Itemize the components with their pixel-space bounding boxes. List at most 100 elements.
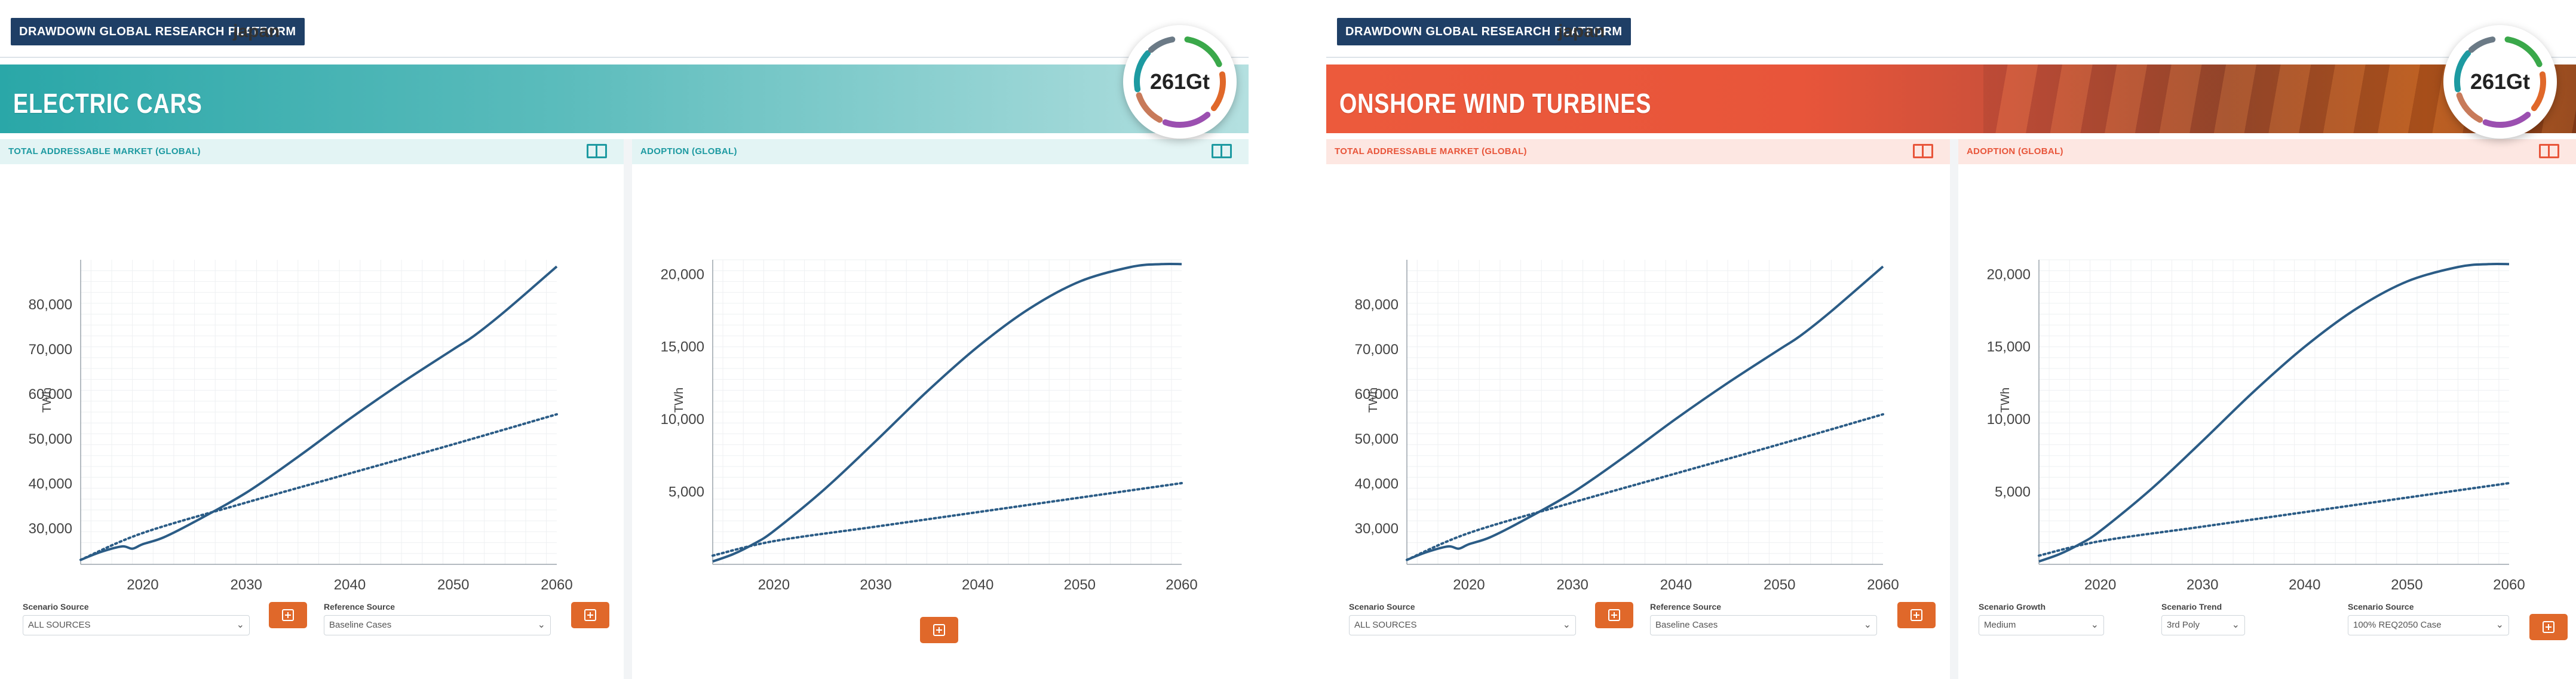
progress-ring-icon	[1133, 35, 1226, 128]
x-tick-label: 2040	[334, 577, 366, 593]
emissions-badge[interactable]: 261Gt	[1123, 25, 1237, 139]
chevron-down-icon: ⌄	[2090, 620, 2099, 630]
x-tick-label: 2050	[437, 577, 469, 593]
top-divider	[1326, 57, 2576, 58]
panel-gap	[1249, 0, 1326, 679]
card-adoption: ADOPTION (GLOBAL) 2020 2030 2040 2050 2060 5,…	[1958, 139, 2576, 679]
card-header: ADOPTION (GLOBAL)	[1958, 139, 2576, 164]
series-line-dotted	[79, 413, 558, 561]
plus-square-icon	[1608, 609, 1620, 621]
card-adoption: ADOPTION (GLOBAL) 2020 2030 2040 2050 2060 5,…	[632, 139, 1249, 679]
y-tick-label: 20,000	[661, 266, 704, 282]
y-tick-label: 10,000	[1987, 411, 2031, 428]
y-tick-label: 15,000	[1987, 339, 2031, 355]
add-scenario-source-button[interactable]	[269, 602, 307, 628]
plus-square-icon	[584, 609, 596, 621]
add-reference-source-button[interactable]	[571, 602, 609, 628]
y-tick-label: 80,000	[1355, 297, 1399, 313]
y-tick-label: 15,000	[661, 339, 704, 355]
y-tick-label: 30,000	[29, 521, 72, 537]
y-tick-label: 40,000	[29, 476, 72, 492]
brand-logo[interactable]: DRAWDOWN GLOBAL RESEARCH PLATFORM	[1337, 18, 1631, 45]
add-scenario-button[interactable]	[2529, 614, 2568, 640]
series-line-dotted	[2038, 482, 2510, 557]
x-tick-label: 2030	[1557, 577, 1588, 593]
x-tick-label: 2040	[2289, 577, 2320, 593]
series-line-dotted	[712, 482, 1183, 557]
card-divider	[624, 139, 632, 679]
y-tick-label: 5,000	[668, 484, 704, 500]
grid	[713, 259, 1182, 565]
card-title: TOTAL ADDRESSABLE MARKET (GLOBAL)	[8, 146, 201, 156]
top-divider	[0, 57, 1249, 58]
badge-value: 261Gt	[2470, 69, 2531, 94]
tam-chart-svg: 2020 2030 2040 2050 2060 30,000 40,000 50,000 60…	[1355, 260, 1899, 593]
scenario-growth-value: Medium	[1984, 620, 2016, 630]
x-tick-label: 2050	[1764, 577, 1795, 593]
x-tick-label: 2060	[541, 577, 572, 593]
scenario-growth-select[interactable]: Medium ⌄	[1979, 615, 2104, 635]
add-adoption-button[interactable]	[920, 617, 958, 643]
y-tick-label: 10,000	[661, 411, 704, 428]
adoption-chart-svg: 2020 2030 2040 2050 2060 5,000 10,000 15,000 20,…	[661, 259, 1198, 593]
expand-icon[interactable]	[2539, 144, 2559, 158]
y-tick-label: 20,000	[1987, 266, 2031, 282]
series-line-solid	[80, 265, 558, 561]
scenario-source-value: 100% REQ2050 Case	[2353, 620, 2442, 630]
x-tick-label: 2020	[2084, 577, 2116, 593]
scenario-source-value: ALL SOURCES	[28, 620, 91, 630]
add-reference-source-button[interactable]	[1897, 602, 1936, 628]
badge-value: 261Gt	[1149, 69, 1210, 94]
solution-banner: ELECTRIC CARS	[0, 64, 1249, 133]
reference-source-label: Reference Source	[324, 602, 395, 612]
top-bar: DRAWDOWN GLOBAL RESEARCH PLATFORM japan	[1326, 0, 2576, 63]
grid	[1407, 260, 1883, 565]
solution-title: ELECTRIC CARS	[13, 88, 203, 119]
x-tick-label: 2020	[1453, 577, 1485, 593]
grid	[81, 260, 557, 565]
x-tick-label: 2030	[860, 577, 891, 593]
series-line-solid	[2038, 262, 2510, 563]
card-header: ADOPTION (GLOBAL)	[632, 139, 1249, 164]
x-tick-label: 2020	[127, 577, 158, 593]
scenario-source-label: Scenario Source	[1349, 602, 1415, 612]
y-tick-label: 30,000	[1355, 521, 1399, 537]
expand-icon[interactable]	[1913, 144, 1933, 158]
emissions-badge[interactable]: 261Gt	[2443, 25, 2557, 139]
solution-title: ONSHORE WIND TURBINES	[1339, 88, 1652, 119]
plus-square-icon	[1910, 609, 1922, 621]
y-tick-label: 50,000	[1355, 431, 1399, 447]
add-scenario-source-button[interactable]	[1595, 602, 1633, 628]
card-tam: TOTAL ADDRESSABLE MARKET (GLOBAL) 2020 20…	[1326, 139, 1950, 679]
x-tick-label: 2020	[758, 577, 790, 593]
scenario-trend-select[interactable]: 3rd Poly ⌄	[2161, 615, 2245, 635]
region-label: japan	[233, 21, 280, 41]
chevron-down-icon: ⌄	[537, 620, 545, 630]
plus-square-icon	[282, 609, 294, 621]
x-tick-label: 2040	[1660, 577, 1692, 593]
reference-source-label: Reference Source	[1650, 602, 1722, 612]
y-tick-label: 60,000	[29, 386, 72, 403]
expand-icon[interactable]	[1212, 144, 1232, 158]
reference-source-value: Baseline Cases	[1655, 620, 1718, 630]
scenario-growth-label: Scenario Growth	[1979, 602, 2046, 612]
brand-logo[interactable]: DRAWDOWN GLOBAL RESEARCH PLATFORM	[11, 18, 305, 45]
expand-icon[interactable]	[587, 144, 607, 158]
adoption-chart-svg: 2020 2030 2040 2050 2060 5,000 10,000 15,000 20,…	[1987, 259, 2525, 593]
tam-chart-svg: 2020 2030 2040 2050 2060 30,000 40,000 50,000 60…	[29, 260, 573, 593]
scenario-source-select[interactable]: ALL SOURCES ⌄	[1349, 615, 1576, 635]
series-line-solid	[1406, 265, 1884, 561]
chevron-down-icon: ⌄	[1562, 620, 1571, 630]
scenario-source-value: ALL SOURCES	[1354, 620, 1417, 630]
tam-chart: 2020 2030 2040 2050 2060 30,000 40,000 50,000 60…	[0, 164, 624, 654]
reference-source-select[interactable]: Baseline Cases ⌄	[324, 615, 551, 635]
scenario-source-select[interactable]: ALL SOURCES ⌄	[23, 615, 250, 635]
x-tick-label: 2030	[231, 577, 262, 593]
reference-source-select[interactable]: Baseline Cases ⌄	[1650, 615, 1877, 635]
progress-ring-icon	[2454, 35, 2546, 128]
card-divider	[1950, 139, 1958, 679]
chevron-down-icon: ⌄	[236, 620, 244, 630]
scenario-source-select[interactable]: 100% REQ2050 Case ⌄	[2348, 615, 2509, 635]
x-tick-label: 2030	[2186, 577, 2218, 593]
card-header: TOTAL ADDRESSABLE MARKET (GLOBAL)	[0, 139, 624, 164]
